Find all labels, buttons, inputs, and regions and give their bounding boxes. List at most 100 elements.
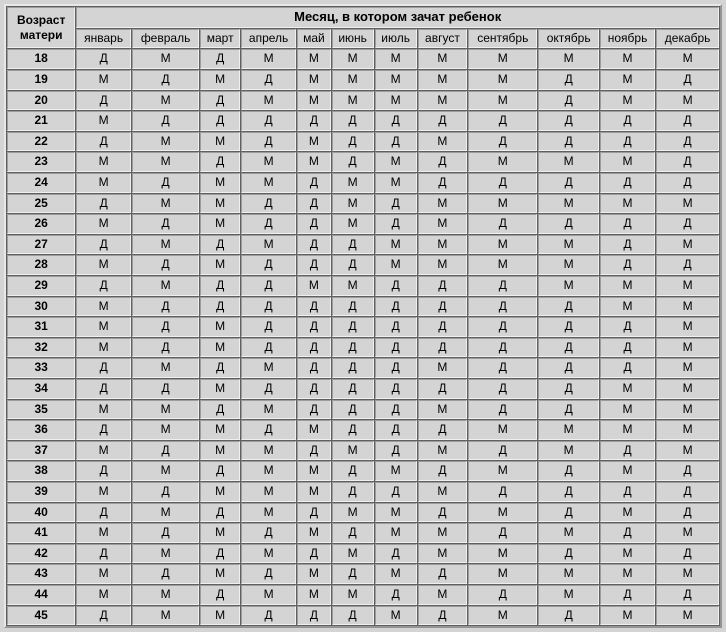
table-row: 33ДМДМДДДМДДДМ: [7, 358, 719, 378]
table-row: 32МДМДДДДДДДДМ: [7, 338, 719, 358]
value-cell: М: [241, 461, 296, 481]
value-cell: М: [76, 173, 131, 193]
value-cell: М: [76, 338, 131, 358]
value-cell: М: [132, 235, 199, 255]
value-cell: М: [656, 441, 719, 461]
value-cell: Д: [600, 585, 655, 605]
age-cell: 19: [7, 70, 75, 90]
value-cell: Д: [76, 420, 131, 440]
value-cell: Д: [538, 544, 598, 564]
value-cell: М: [418, 255, 467, 275]
value-cell: М: [297, 70, 331, 90]
table-row: 31МДМДДДДДДДДМ: [7, 317, 719, 337]
value-cell: М: [241, 400, 296, 420]
value-cell: М: [132, 358, 199, 378]
table-row: 43МДМДМДМДММММ: [7, 564, 719, 584]
value-cell: М: [656, 358, 719, 378]
value-cell: М: [418, 544, 467, 564]
age-cell: 40: [7, 503, 75, 523]
value-cell: М: [418, 49, 467, 69]
value-cell: М: [132, 461, 199, 481]
value-cell: Д: [375, 111, 417, 131]
value-cell: Д: [200, 152, 240, 172]
value-cell: М: [241, 503, 296, 523]
value-cell: М: [375, 152, 417, 172]
value-cell: М: [241, 544, 296, 564]
table-row: 42ДМДМДМДММДМД: [7, 544, 719, 564]
value-cell: Д: [332, 338, 374, 358]
value-cell: Д: [656, 132, 719, 152]
value-cell: Д: [297, 173, 331, 193]
value-cell: Д: [418, 338, 467, 358]
corner-line1: Возраст: [17, 13, 65, 27]
value-cell: Д: [332, 132, 374, 152]
age-cell: 24: [7, 173, 75, 193]
value-cell: Д: [656, 152, 719, 172]
age-cell: 42: [7, 544, 75, 564]
value-cell: М: [132, 276, 199, 296]
value-cell: М: [418, 70, 467, 90]
table-row: 26МДМДДМДМДДДД: [7, 214, 719, 234]
value-cell: Д: [297, 255, 331, 275]
value-cell: М: [600, 152, 655, 172]
value-cell: Д: [468, 379, 537, 399]
value-cell: М: [241, 49, 296, 69]
value-cell: Д: [297, 379, 331, 399]
value-cell: Д: [241, 132, 296, 152]
value-cell: Д: [332, 564, 374, 584]
age-cell: 29: [7, 276, 75, 296]
age-cell: 36: [7, 420, 75, 440]
value-cell: Д: [332, 152, 374, 172]
age-cell: 30: [7, 297, 75, 317]
value-cell: Д: [241, 255, 296, 275]
value-cell: М: [375, 235, 417, 255]
value-cell: М: [656, 276, 719, 296]
table-row: 36ДММДМДДДММММ: [7, 420, 719, 440]
value-cell: Д: [468, 132, 537, 152]
value-cell: Д: [297, 544, 331, 564]
value-cell: Д: [538, 132, 598, 152]
value-cell: М: [332, 214, 374, 234]
value-cell: Д: [656, 503, 719, 523]
value-cell: Д: [418, 420, 467, 440]
month-header: март: [200, 29, 240, 49]
value-cell: М: [418, 482, 467, 502]
value-cell: Д: [132, 297, 199, 317]
value-cell: Д: [418, 317, 467, 337]
table-row: 27ДМДМДДММММДМ: [7, 235, 719, 255]
value-cell: Д: [241, 523, 296, 543]
value-cell: М: [468, 461, 537, 481]
month-header: октябрь: [538, 29, 598, 49]
value-cell: Д: [656, 461, 719, 481]
value-cell: Д: [76, 606, 131, 626]
value-cell: М: [76, 400, 131, 420]
value-cell: Д: [297, 235, 331, 255]
value-cell: М: [600, 70, 655, 90]
value-cell: М: [332, 194, 374, 214]
value-cell: Д: [418, 173, 467, 193]
value-cell: М: [241, 358, 296, 378]
table-row: 40ДМДМДММДМДМД: [7, 503, 719, 523]
value-cell: Д: [332, 420, 374, 440]
value-cell: Д: [76, 194, 131, 214]
value-cell: Д: [538, 214, 598, 234]
value-cell: М: [468, 70, 537, 90]
table-row: 25ДММДДМДМММММ: [7, 194, 719, 214]
value-cell: М: [241, 173, 296, 193]
value-cell: М: [132, 400, 199, 420]
value-cell: М: [297, 152, 331, 172]
table-row: 20ДМДММММММДММ: [7, 91, 719, 111]
value-cell: М: [418, 214, 467, 234]
value-cell: М: [76, 111, 131, 131]
value-cell: М: [375, 461, 417, 481]
value-cell: М: [76, 152, 131, 172]
value-cell: Д: [538, 338, 598, 358]
value-cell: М: [468, 503, 537, 523]
value-cell: М: [418, 132, 467, 152]
value-cell: Д: [375, 338, 417, 358]
value-cell: Д: [656, 173, 719, 193]
value-cell: М: [656, 523, 719, 543]
value-cell: М: [132, 585, 199, 605]
value-cell: Д: [297, 214, 331, 234]
value-cell: Д: [200, 585, 240, 605]
